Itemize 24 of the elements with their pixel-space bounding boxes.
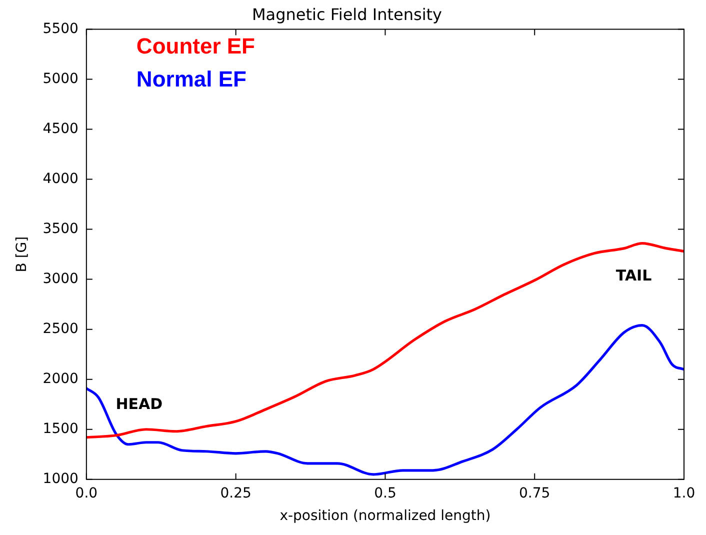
x-tick-label: 0.5 (374, 485, 396, 502)
x-tick-label: 0.75 (519, 485, 550, 502)
chart-title: Magnetic Field Intensity (252, 4, 442, 24)
annotation: HEAD (116, 395, 163, 414)
y-tick-label: 5500 (42, 20, 78, 37)
y-tick-label: 4000 (42, 170, 78, 187)
y-tick-label: 2000 (42, 370, 78, 387)
x-tick-label: 1.0 (672, 485, 696, 502)
x-tick-label: 0.25 (220, 485, 252, 502)
y-tick-label: 3500 (42, 220, 78, 237)
y-axis-title: B [G] (14, 236, 30, 272)
y-tick-label: 1000 (42, 471, 78, 488)
y-tick-label: 1500 (42, 421, 78, 438)
text: Counter EF (136, 33, 255, 58)
y-tick-label: 5000 (42, 70, 78, 87)
line-series (86, 242, 684, 439)
x-axis-title: x-position (normalized length) (280, 508, 491, 524)
y-tick-label: 4500 (42, 120, 78, 137)
x-tick-label: 0.0 (75, 485, 98, 502)
annotation: TAIL (616, 266, 652, 285)
text: Normal EF (136, 66, 246, 92)
y-tick-label: 3000 (42, 270, 78, 287)
line-series (86, 324, 684, 476)
y-tick-label: 2500 (42, 320, 78, 337)
